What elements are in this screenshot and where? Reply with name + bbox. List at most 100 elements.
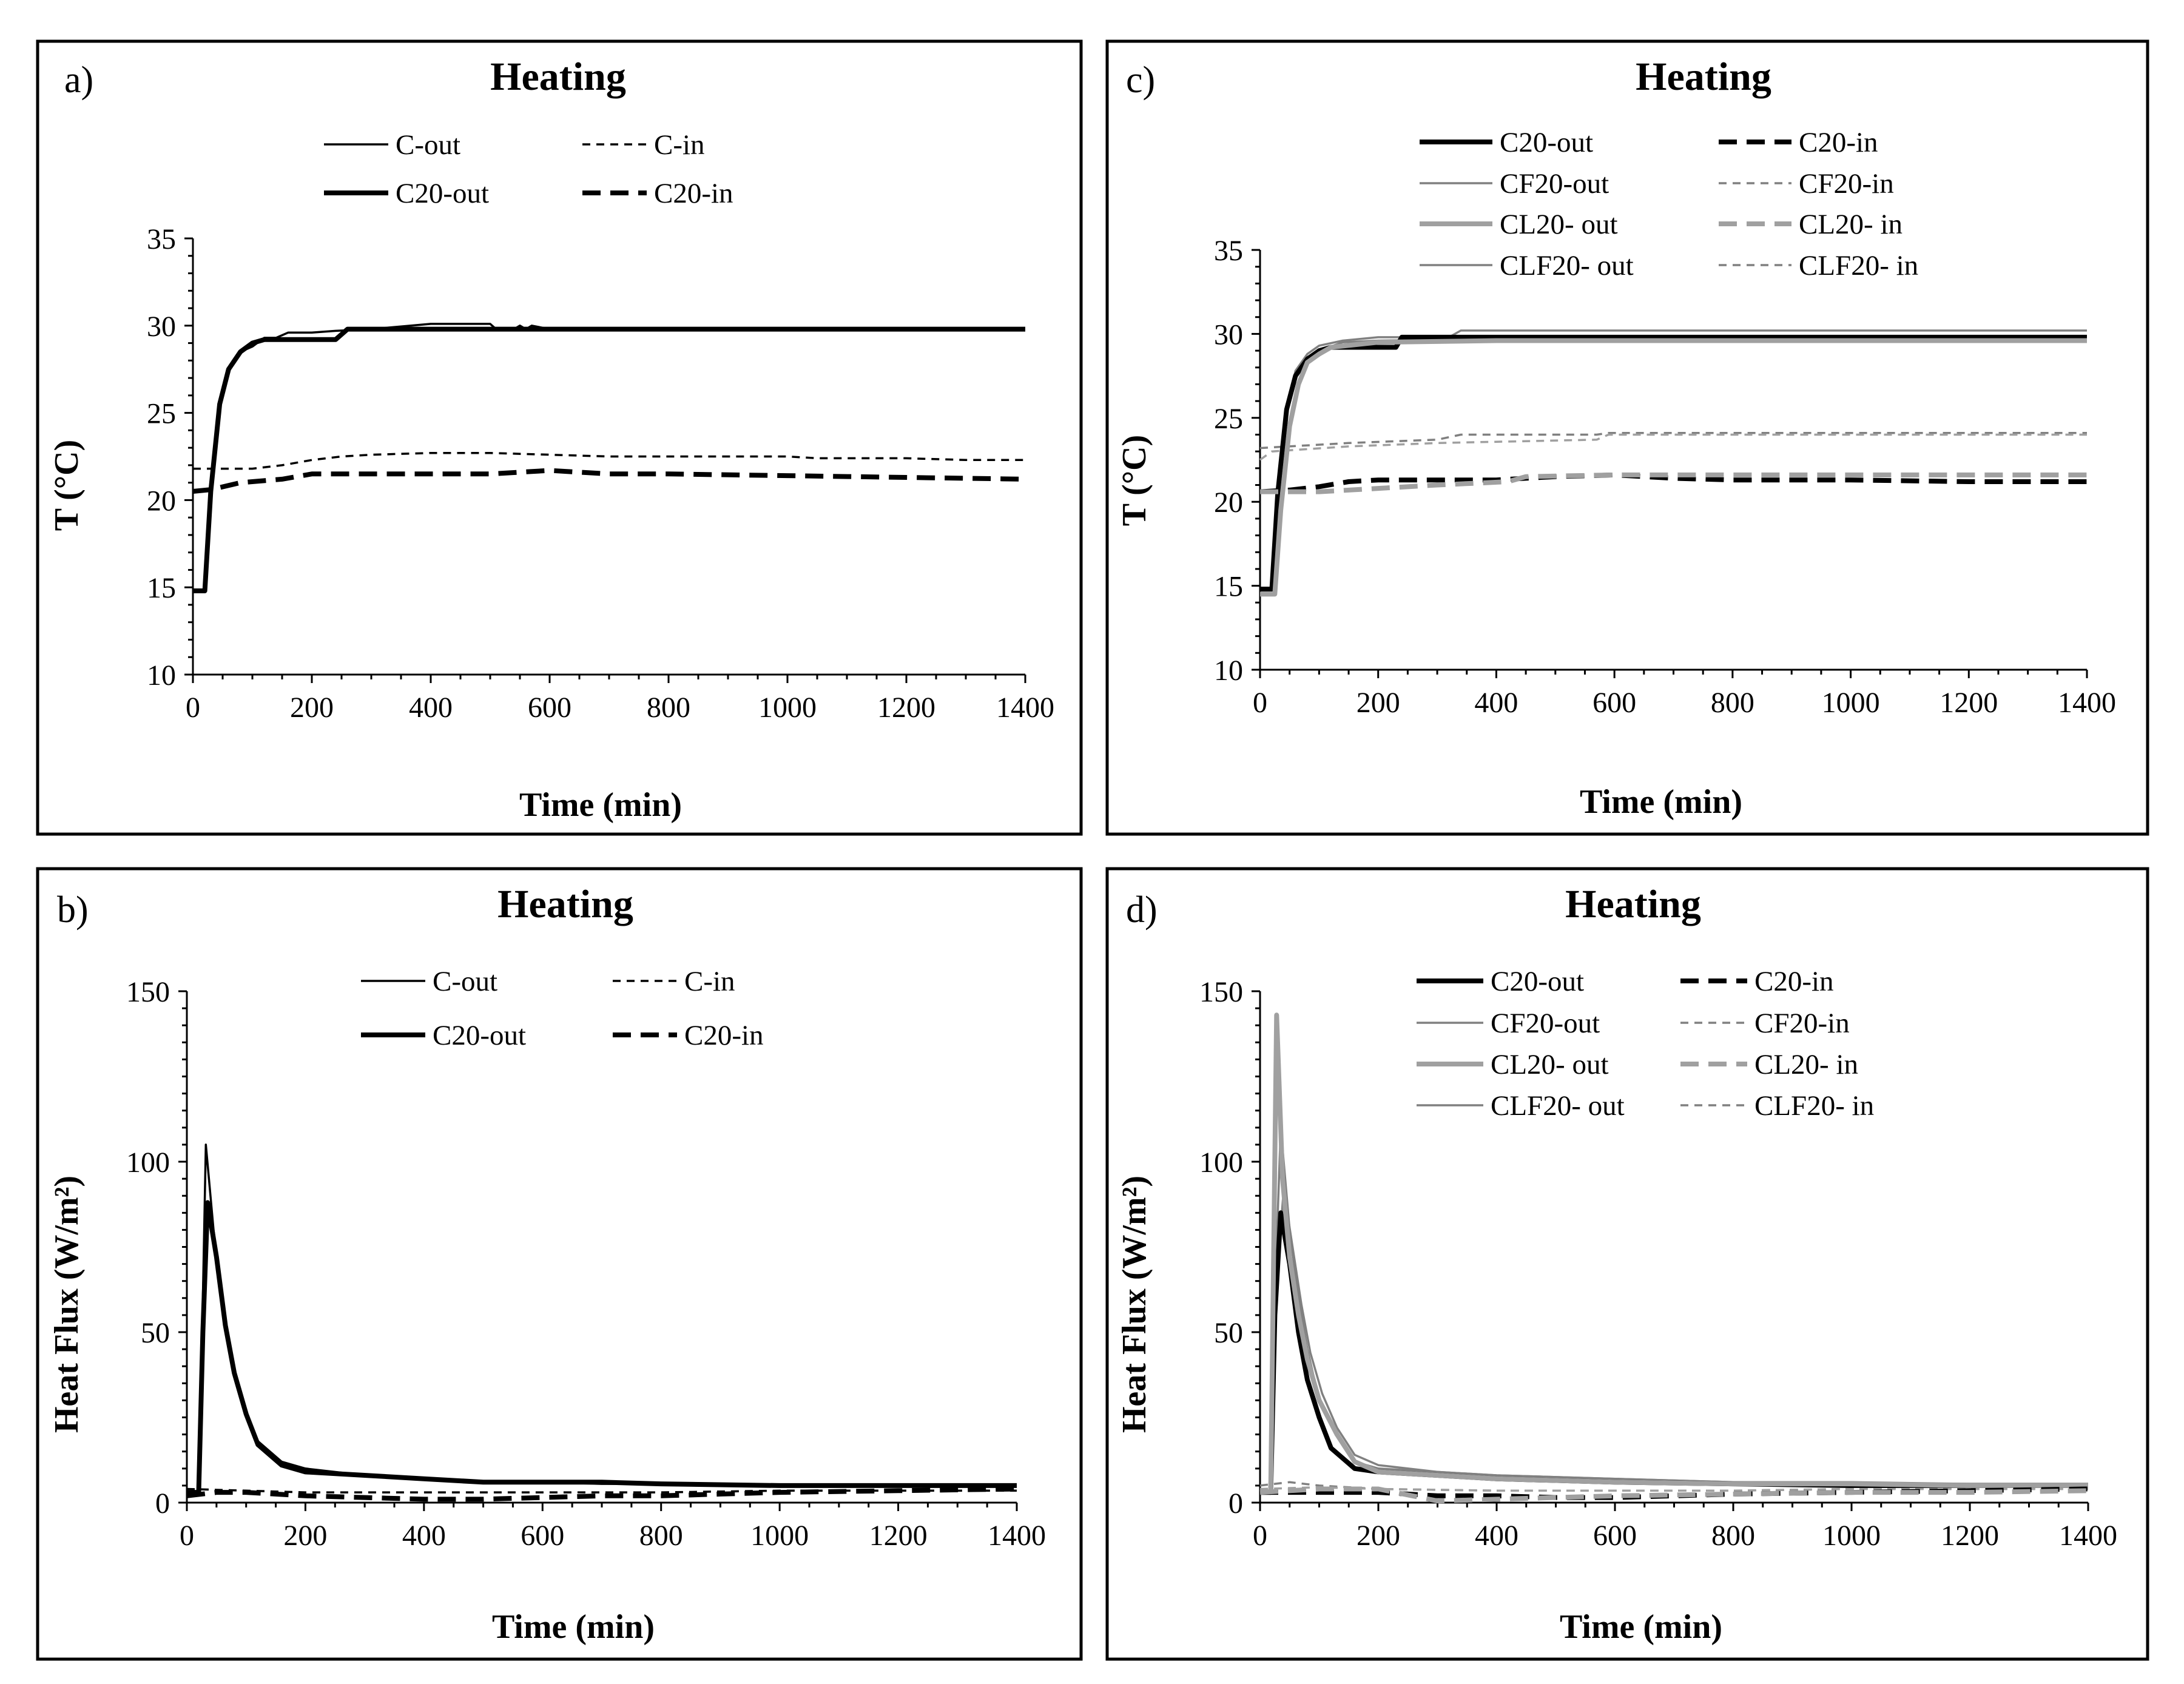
panel-b-ylabel: Heat Flux (W/m²)	[48, 1176, 86, 1433]
y-tick-label: 10	[147, 659, 176, 692]
panel-a-legend: C-out C-in C20-out C20-in	[324, 129, 733, 209]
panel-d: d) Heating Time (min) Heat Flux (W/m²) C…	[1105, 867, 2149, 1661]
y-tick-label: 20	[147, 485, 176, 517]
x-tick-label: 200	[1357, 687, 1400, 719]
x-tick-label: 0	[186, 692, 200, 724]
x-tick-label: 1000	[750, 1520, 809, 1552]
panel-d-label: d)	[1126, 889, 1158, 931]
x-tick-label: 200	[1357, 1520, 1400, 1552]
legend-label: C20-out	[396, 178, 489, 209]
panel-c-legend: C20-out C20-in CF20-out CF20-in CL20- out CL2…	[1420, 127, 1918, 281]
legend-label: CLF20- out	[1500, 250, 1634, 281]
y-tick-label: 150	[126, 976, 170, 1008]
legend-label: C20-out	[1491, 966, 1584, 997]
panel-c: c) Heating Time (min) T (°C) C20-out C20-…	[1105, 39, 2149, 836]
panel-b-frame	[36, 867, 1083, 1661]
panel-a-xlabel: Time (min)	[519, 786, 682, 824]
panel-d-xlabel: Time (min)	[1560, 1608, 1722, 1646]
series-line-c20-in	[192, 468, 1026, 494]
legend-label: CL20- out	[1500, 209, 1618, 240]
legend-label: C20-out	[1500, 127, 1593, 158]
x-tick-label: 800	[1711, 1520, 1755, 1552]
panel-a: a) Heating Time (min) T (°C) C-out C-in C2…	[36, 39, 1083, 836]
panel-d-ylabel: Heat Flux (W/m²)	[1116, 1176, 1153, 1433]
y-tick-label: 25	[1214, 403, 1243, 435]
panel-b-title: Heating	[497, 882, 633, 926]
x-tick-label: 800	[1711, 687, 1754, 719]
y-tick-label: 100	[126, 1147, 170, 1179]
series-line-cf20-in	[1259, 431, 2087, 450]
legend-label: C20-in	[654, 178, 733, 209]
panel-d-title: Heating	[1565, 882, 1701, 926]
legend-label: C20-in	[1754, 966, 1834, 997]
legend-label: CL20- in	[1754, 1049, 1858, 1080]
x-tick-label: 600	[1592, 687, 1636, 719]
series-line-cl20-out	[1260, 1012, 2088, 1495]
x-tick-label: 1400	[996, 692, 1054, 724]
legend-label: C20-out	[433, 1020, 526, 1051]
panel-a-ylabel: T (°C)	[48, 440, 86, 531]
x-tick-label: 1400	[988, 1520, 1046, 1552]
legend-label: C-out	[396, 129, 460, 161]
panel-a-title: Heating	[490, 55, 626, 99]
y-tick-label: 35	[147, 223, 176, 255]
x-tick-label: 400	[1475, 1520, 1518, 1552]
y-tick-label: 50	[1214, 1317, 1243, 1349]
x-tick-label: 800	[647, 692, 690, 724]
panel-c-plot: 0 200 400 600 800 1000 1200 1400 10 15 20 25 30 35	[1214, 235, 2116, 719]
legend-label: C20-in	[1799, 127, 1878, 158]
y-tick-label: 20	[1214, 487, 1243, 519]
legend-label: CF20-in	[1754, 1008, 1850, 1039]
y-tick-label: 35	[1214, 235, 1243, 267]
series-line-c-in	[193, 451, 1025, 470]
panel-a-plot: 0 200 400 600 800 1000 1200 1400 10 15 20 25 30 35	[147, 223, 1054, 724]
legend-label: CL20- out	[1491, 1049, 1609, 1080]
series-line-cl20-in	[1259, 1486, 2089, 1504]
series-line-c20-out	[193, 326, 1025, 593]
series-line-c20-out	[1260, 334, 2087, 592]
x-tick-label: 800	[639, 1520, 683, 1552]
panel-c-ylabel: T (°C)	[1116, 435, 1153, 526]
legend-label: CLF20- in	[1799, 250, 1918, 281]
x-tick-label: 600	[521, 1520, 564, 1552]
y-tick-label: 0	[1228, 1487, 1243, 1520]
panel-b-xlabel: Time (min)	[492, 1608, 655, 1646]
y-tick-label: 150	[1199, 976, 1243, 1008]
legend-label: CLF20- in	[1754, 1090, 1874, 1122]
panel-c-label: c)	[1126, 59, 1155, 101]
x-tick-label: 1000	[758, 692, 817, 724]
x-tick-label: 1000	[1822, 1520, 1881, 1552]
series-line-c20-out	[187, 1200, 1017, 1495]
legend-label: CLF20- out	[1491, 1090, 1625, 1122]
legend-label: CF20-in	[1799, 168, 1894, 200]
y-tick-label: 15	[1214, 571, 1243, 603]
series-line-c20-in	[186, 1486, 1017, 1502]
y-tick-label: 10	[1214, 655, 1243, 687]
x-tick-label: 1200	[877, 692, 935, 724]
panel-d-legend: C20-out C20-in CF20-out CF20-in CL20- out CL2…	[1417, 966, 1874, 1122]
y-tick-label: 25	[147, 398, 176, 430]
x-tick-label: 200	[290, 692, 334, 724]
x-tick-label: 1200	[1941, 1520, 1999, 1552]
panel-c-frame	[1105, 39, 2149, 836]
legend-label: CF20-out	[1500, 168, 1609, 200]
panel-a-label: a)	[64, 59, 93, 101]
series-line-cl20-in	[1260, 472, 2087, 494]
y-tick-label: 30	[147, 311, 176, 343]
x-tick-label: 1200	[869, 1520, 928, 1552]
panel-d-frame	[1105, 867, 2149, 1661]
legend-label: C-in	[684, 966, 735, 997]
y-tick-label: 100	[1199, 1147, 1243, 1179]
x-tick-label: 1400	[2058, 687, 2116, 719]
legend-label: C-in	[654, 129, 705, 161]
x-tick-label: 0	[1253, 687, 1267, 719]
x-tick-label: 1400	[2059, 1520, 2117, 1552]
x-tick-label: 400	[1474, 687, 1518, 719]
x-tick-label: 200	[283, 1520, 327, 1552]
y-tick-label: 15	[147, 572, 176, 604]
x-tick-label: 1200	[1940, 687, 1998, 719]
x-tick-label: 400	[409, 692, 453, 724]
x-tick-label: 1000	[1822, 687, 1880, 719]
y-tick-label: 30	[1214, 318, 1243, 351]
